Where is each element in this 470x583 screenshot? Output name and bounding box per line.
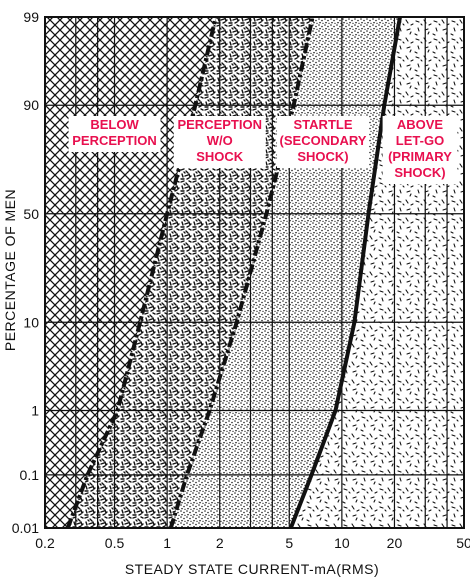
boundary-curve-1 [65,16,218,529]
region-label-line: (SECONDARY [280,133,367,148]
region-label-line: BELOW [90,117,139,132]
x-tick-label: 10 [334,535,350,551]
region-label-line: LET-GO [396,133,444,148]
y-tick-label: 1 [31,403,39,419]
x-axis-label: STEADY STATE CURRENT-mA(RMS) [125,561,379,577]
y-tick-label: 10 [23,314,39,330]
region-label-line: W/O [207,133,233,148]
region-label-line: SHOCK [196,149,244,164]
y-tick-label: 99 [23,9,39,25]
x-tick-label: 0.2 [35,535,55,551]
region-label-backdrop [277,115,370,168]
x-tick-label: 2 [216,535,224,551]
region-label-line: SHOCK) [394,165,445,180]
region-label-line: (PRIMARY [388,149,452,164]
x-tick-label: 20 [387,535,403,551]
y-axis-label: PERCENTAGE OF MEN [2,189,18,351]
region-label-line: SHOCK) [297,149,348,164]
x-tick-label: 50 [456,535,470,551]
region-label-backdrop [68,115,161,152]
region-label-backdrop [382,115,458,184]
region-label-line: STARTLE [294,117,353,132]
x-tick-label: 5 [285,535,293,551]
y-tick-label: 90 [23,97,39,113]
x-tick-label: 0.5 [105,535,125,551]
y-tick-label: 0.01 [12,520,39,536]
boundary-curve-3 [288,16,402,529]
boundary-curve-2 [168,16,315,529]
y-tick-label: 50 [23,206,39,222]
plot-frame [44,16,465,529]
x-tick-label: 1 [163,535,171,551]
region-label-line: PERCEPTION [72,133,157,148]
region-label-line: ABOVE [397,117,444,132]
region-label-line: PERCEPTION [177,117,262,132]
y-tick-label: 0.1 [20,467,40,483]
region-label-backdrop [173,115,266,168]
